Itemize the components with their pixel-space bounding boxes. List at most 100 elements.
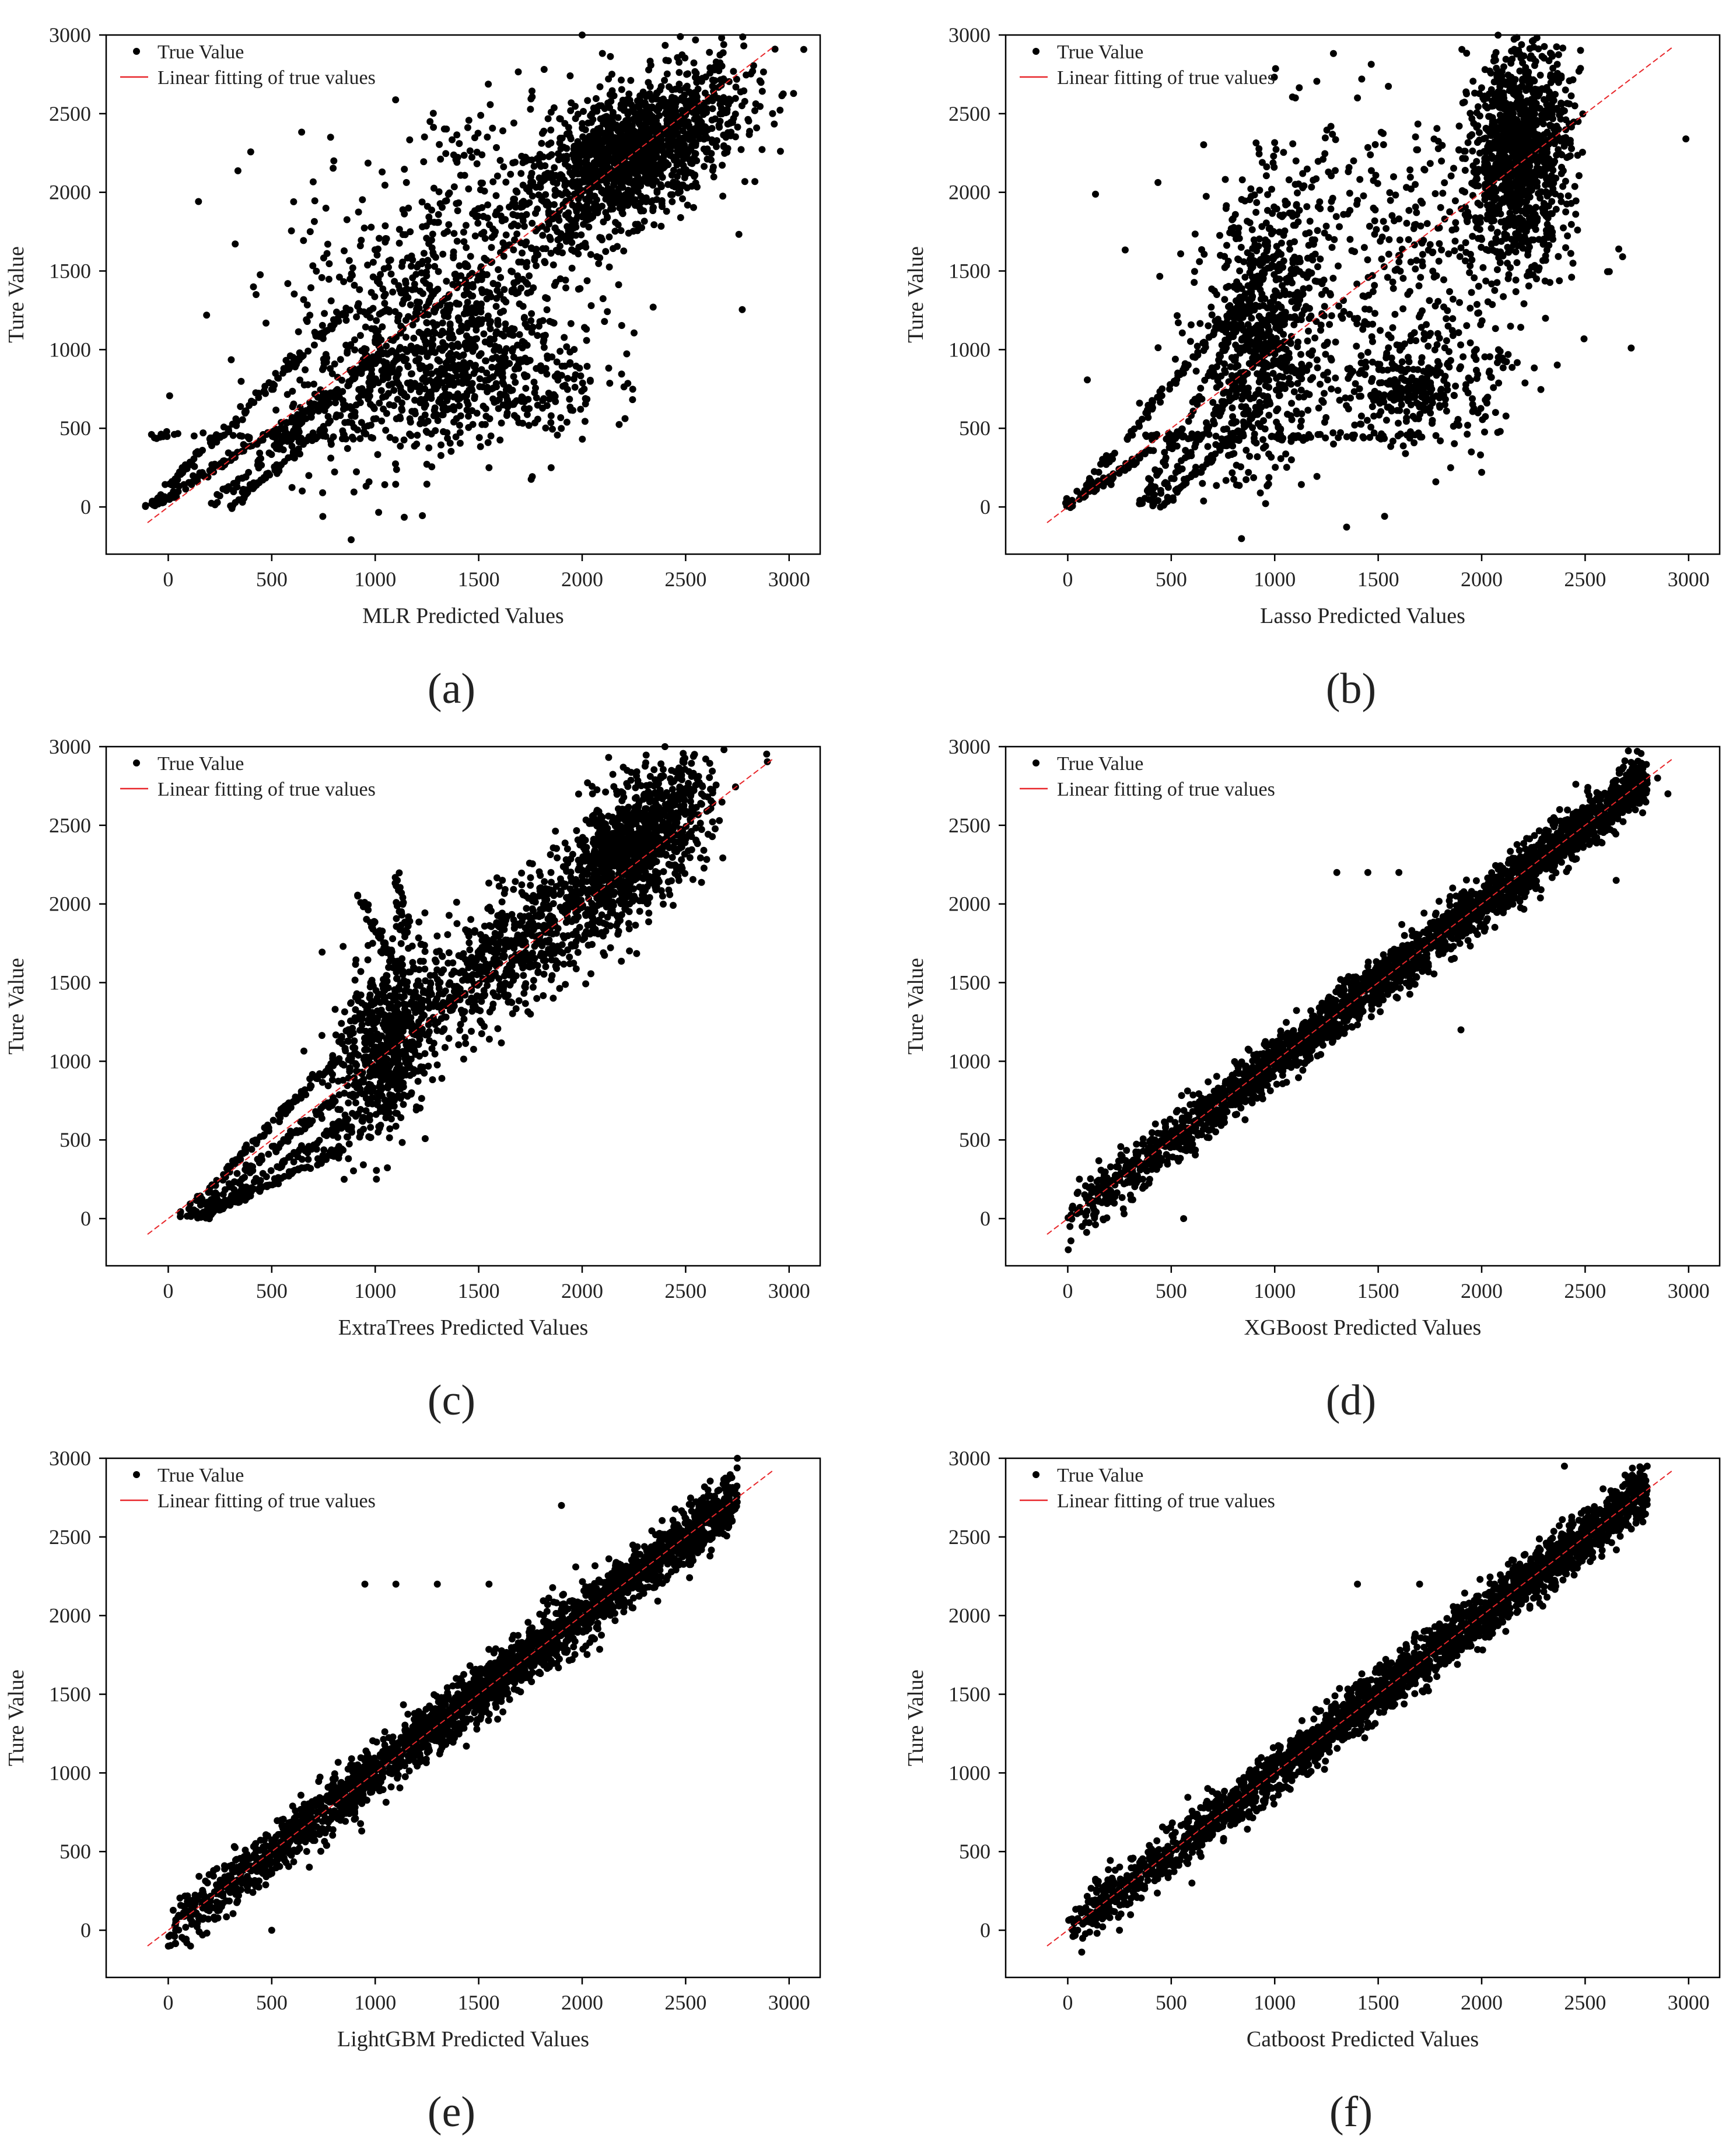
data-point [663, 120, 671, 128]
data-point [471, 393, 478, 400]
data-point [497, 274, 505, 281]
data-point [1280, 211, 1287, 219]
data-point [626, 160, 634, 167]
data-point [457, 412, 464, 419]
data-point [547, 126, 555, 134]
data-point [1525, 282, 1532, 290]
data-point [446, 439, 454, 447]
data-point [1481, 92, 1489, 100]
data-point [1475, 282, 1482, 290]
data-point [611, 227, 619, 235]
data-point [569, 178, 577, 185]
data-point [1493, 144, 1500, 152]
data-point [482, 412, 490, 420]
data-point [1546, 121, 1553, 129]
data-point [556, 139, 564, 146]
data-point [562, 276, 569, 284]
data-point [299, 487, 306, 495]
data-point [480, 330, 488, 338]
data-point [1564, 232, 1572, 240]
data-point [1511, 216, 1519, 223]
data-point [575, 195, 582, 203]
data-point [232, 415, 240, 423]
data-point [400, 357, 408, 365]
data-point [331, 468, 338, 476]
data-point [348, 536, 355, 544]
data-point [594, 209, 601, 216]
data-point [311, 197, 318, 205]
data-point [545, 211, 552, 218]
data-point [681, 54, 689, 62]
data-point [1196, 320, 1204, 327]
data-point [1489, 247, 1497, 254]
data-point [579, 379, 586, 387]
data-point [581, 165, 589, 173]
data-point [576, 365, 583, 372]
data-point [1261, 295, 1269, 302]
data-point [601, 105, 608, 113]
data-point [492, 192, 500, 199]
data-point [562, 160, 569, 168]
data-point [461, 341, 468, 349]
data-point [582, 400, 589, 408]
data-point [1498, 118, 1506, 125]
data-point [583, 325, 590, 333]
data-point [648, 158, 656, 166]
data-point [419, 376, 426, 383]
data-point [448, 331, 456, 338]
data-point [406, 136, 414, 143]
data-point [1213, 384, 1220, 391]
data-point [290, 198, 298, 205]
y-tick-label: 1000 [49, 338, 91, 361]
data-point [681, 150, 689, 158]
data-point [523, 263, 530, 271]
data-point [385, 381, 393, 389]
data-point [552, 398, 559, 405]
data-point [1472, 177, 1479, 184]
data-point [1471, 89, 1478, 97]
data-point [528, 310, 536, 317]
data-point [566, 72, 574, 79]
data-point [199, 447, 206, 454]
data-point [527, 173, 534, 181]
data-point [1246, 269, 1254, 276]
data-point [439, 250, 447, 258]
data-point [482, 377, 489, 384]
data-point [751, 178, 759, 185]
data-point [566, 403, 574, 411]
data-point [1213, 482, 1220, 489]
data-point [720, 131, 727, 139]
data-point [446, 405, 453, 412]
data-point [506, 360, 513, 367]
data-point [673, 120, 681, 128]
data-point [271, 467, 279, 474]
data-point [1519, 120, 1527, 128]
data-point [1553, 43, 1560, 51]
data-point [292, 360, 300, 367]
data-point [1575, 68, 1583, 75]
data-point [419, 290, 426, 297]
data-point [486, 289, 494, 297]
data-point [1500, 293, 1507, 300]
data-point [381, 181, 388, 189]
data-point [542, 245, 550, 253]
data-point [519, 358, 526, 365]
data-point [671, 155, 679, 162]
data-point [600, 218, 607, 226]
data-point [693, 93, 701, 101]
data-point [627, 76, 635, 84]
data-point [629, 396, 636, 404]
data-point [533, 184, 540, 191]
data-point [460, 310, 468, 318]
data-point [642, 170, 649, 178]
scatter-points [142, 31, 807, 544]
data-point [370, 415, 377, 423]
data-point [435, 211, 442, 218]
data-point [484, 201, 492, 209]
data-point [421, 404, 428, 411]
data-point [1501, 180, 1508, 188]
data-point [397, 442, 404, 450]
data-point [507, 170, 514, 178]
data-point [1312, 318, 1320, 325]
data-point [1254, 453, 1261, 460]
